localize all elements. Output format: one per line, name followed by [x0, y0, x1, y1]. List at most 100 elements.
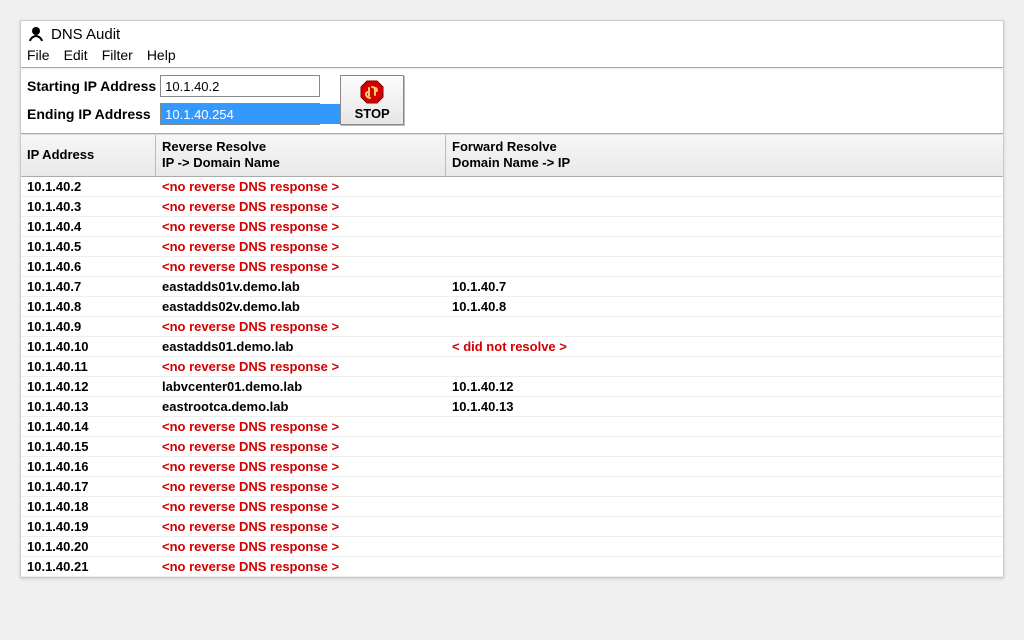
cell-forward [446, 517, 1003, 536]
table-row[interactable]: 10.1.40.2<no reverse DNS response > [21, 177, 1003, 197]
col-ip-label: IP Address [27, 147, 94, 163]
cell-reverse: <no reverse DNS response > [156, 217, 446, 236]
table-row[interactable]: 10.1.40.16<no reverse DNS response > [21, 457, 1003, 477]
cell-forward [446, 457, 1003, 476]
cell-ip: 10.1.40.15 [21, 437, 156, 456]
cell-reverse: eastadds01.demo.lab [156, 337, 446, 356]
table-row[interactable]: 10.1.40.14<no reverse DNS response > [21, 417, 1003, 437]
cell-forward [446, 357, 1003, 376]
end-ip-label: Ending IP Address [27, 106, 156, 122]
col-reverse[interactable]: Reverse Resolve IP -> Domain Name [156, 135, 446, 176]
cell-reverse: <no reverse DNS response > [156, 457, 446, 476]
table-row[interactable]: 10.1.40.18<no reverse DNS response > [21, 497, 1003, 517]
cell-reverse: <no reverse DNS response > [156, 357, 446, 376]
app-window: DNS Audit File Edit Filter Help Starting… [20, 20, 1004, 578]
cell-ip: 10.1.40.9 [21, 317, 156, 336]
cell-ip: 10.1.40.6 [21, 257, 156, 276]
cell-ip: 10.1.40.11 [21, 357, 156, 376]
cell-reverse: <no reverse DNS response > [156, 537, 446, 556]
cell-forward [446, 417, 1003, 436]
cell-forward [446, 217, 1003, 236]
menu-edit[interactable]: Edit [64, 47, 88, 63]
cell-ip: 10.1.40.4 [21, 217, 156, 236]
table-row[interactable]: 10.1.40.13eastrootca.demo.lab10.1.40.13 [21, 397, 1003, 417]
cell-ip: 10.1.40.17 [21, 477, 156, 496]
cell-forward [446, 437, 1003, 456]
cell-forward [446, 537, 1003, 556]
cell-forward [446, 237, 1003, 256]
cell-forward: 10.1.40.13 [446, 397, 1003, 416]
menubar: File Edit Filter Help [21, 45, 1003, 68]
cell-ip: 10.1.40.20 [21, 537, 156, 556]
cell-reverse: <no reverse DNS response > [156, 477, 446, 496]
results-header: IP Address Reverse Resolve IP -> Domain … [21, 134, 1003, 177]
cell-reverse: <no reverse DNS response > [156, 237, 446, 256]
table-row[interactable]: 10.1.40.15<no reverse DNS response > [21, 437, 1003, 457]
col-forward-sub: Domain Name -> IP [452, 155, 997, 171]
app-icon [27, 25, 45, 43]
cell-reverse: <no reverse DNS response > [156, 557, 446, 576]
table-row[interactable]: 10.1.40.20<no reverse DNS response > [21, 537, 1003, 557]
cell-forward: 10.1.40.12 [446, 377, 1003, 396]
table-row[interactable]: 10.1.40.3<no reverse DNS response > [21, 197, 1003, 217]
cell-ip: 10.1.40.13 [21, 397, 156, 416]
table-row[interactable]: 10.1.40.10eastadds01.demo.lab< did not r… [21, 337, 1003, 357]
results-body: 10.1.40.2<no reverse DNS response >10.1.… [21, 177, 1003, 577]
window-title: DNS Audit [51, 26, 120, 43]
cell-reverse: eastrootca.demo.lab [156, 397, 446, 416]
col-reverse-title: Reverse Resolve [162, 139, 266, 154]
cell-reverse: <no reverse DNS response > [156, 257, 446, 276]
stop-icon [359, 79, 385, 105]
menu-filter[interactable]: Filter [102, 47, 133, 63]
cell-ip: 10.1.40.12 [21, 377, 156, 396]
cell-ip: 10.1.40.21 [21, 557, 156, 576]
table-row[interactable]: 10.1.40.7eastadds01v.demo.lab10.1.40.7 [21, 277, 1003, 297]
cell-ip: 10.1.40.2 [21, 177, 156, 196]
table-row[interactable]: 10.1.40.21<no reverse DNS response > [21, 557, 1003, 577]
cell-reverse: <no reverse DNS response > [156, 317, 446, 336]
toolbar: Starting IP Address ▼ Ending IP Address … [21, 68, 1003, 134]
col-ip[interactable]: IP Address [21, 135, 156, 176]
cell-reverse: eastadds02v.demo.lab [156, 297, 446, 316]
cell-forward: 10.1.40.7 [446, 277, 1003, 296]
start-ip-input[interactable] [161, 76, 345, 96]
table-row[interactable]: 10.1.40.11<no reverse DNS response > [21, 357, 1003, 377]
cell-ip: 10.1.40.3 [21, 197, 156, 216]
cell-ip: 10.1.40.7 [21, 277, 156, 296]
col-forward[interactable]: Forward Resolve Domain Name -> IP [446, 135, 1003, 176]
cell-ip: 10.1.40.18 [21, 497, 156, 516]
table-row[interactable]: 10.1.40.17<no reverse DNS response > [21, 477, 1003, 497]
table-row[interactable]: 10.1.40.4<no reverse DNS response > [21, 217, 1003, 237]
cell-reverse: <no reverse DNS response > [156, 517, 446, 536]
cell-forward [446, 317, 1003, 336]
stop-button-label: STOP [355, 106, 390, 121]
start-ip-combo[interactable]: ▼ [160, 75, 320, 97]
cell-reverse: <no reverse DNS response > [156, 197, 446, 216]
table-row[interactable]: 10.1.40.5<no reverse DNS response > [21, 237, 1003, 257]
cell-ip: 10.1.40.5 [21, 237, 156, 256]
start-ip-label: Starting IP Address [27, 78, 156, 94]
menu-file[interactable]: File [27, 47, 50, 63]
cell-reverse: <no reverse DNS response > [156, 437, 446, 456]
end-ip-combo[interactable]: ▼ [160, 103, 320, 125]
end-ip-input[interactable] [161, 104, 345, 124]
stop-button[interactable]: STOP [340, 75, 404, 125]
cell-forward: < did not resolve > [446, 337, 1003, 356]
table-row[interactable]: 10.1.40.8eastadds02v.demo.lab10.1.40.8 [21, 297, 1003, 317]
cell-reverse: <no reverse DNS response > [156, 177, 446, 196]
menu-help[interactable]: Help [147, 47, 176, 63]
cell-forward [446, 497, 1003, 516]
cell-forward [446, 557, 1003, 576]
ip-range-fields: Starting IP Address ▼ Ending IP Address … [27, 75, 320, 125]
cell-reverse: labvcenter01.demo.lab [156, 377, 446, 396]
cell-ip: 10.1.40.14 [21, 417, 156, 436]
col-forward-title: Forward Resolve [452, 139, 557, 154]
cell-reverse: <no reverse DNS response > [156, 497, 446, 516]
table-row[interactable]: 10.1.40.12labvcenter01.demo.lab10.1.40.1… [21, 377, 1003, 397]
cell-ip: 10.1.40.8 [21, 297, 156, 316]
table-row[interactable]: 10.1.40.6<no reverse DNS response > [21, 257, 1003, 277]
table-row[interactable]: 10.1.40.19<no reverse DNS response > [21, 517, 1003, 537]
table-row[interactable]: 10.1.40.9<no reverse DNS response > [21, 317, 1003, 337]
titlebar: DNS Audit [21, 21, 1003, 45]
cell-ip: 10.1.40.19 [21, 517, 156, 536]
